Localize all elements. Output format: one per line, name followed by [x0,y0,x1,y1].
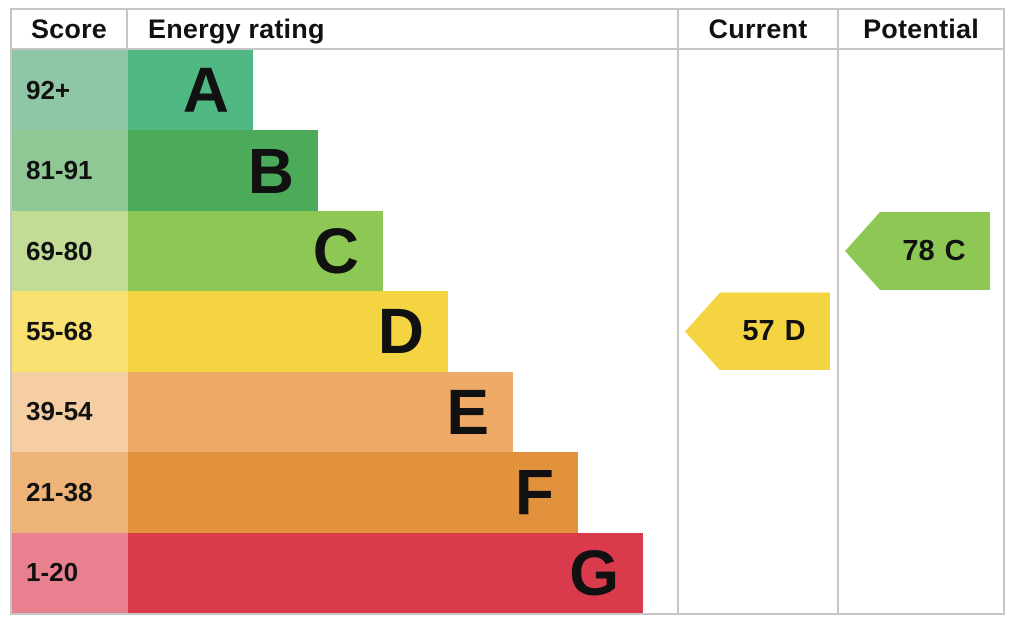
band-row-a: 92+ A [12,50,1003,131]
current-cell [677,130,837,211]
energy-rating-cell: B [128,130,677,211]
score-range: 81-91 [12,130,128,211]
header-potential: Potential [837,10,1003,48]
epc-table: Score Energy rating Current Potential 92… [10,8,1005,615]
rating-bar-f: F [128,452,578,533]
current-cell [677,452,837,533]
band-row-d: 55-68 D 57 D [12,291,1003,372]
energy-rating-cell: F [128,452,677,533]
current-cell [677,532,837,613]
energy-rating-cell: D [128,291,677,372]
band-row-e: 39-54 E [12,371,1003,453]
score-range: 69-80 [12,210,128,292]
rating-bar-a: A [128,50,253,131]
energy-rating-cell: E [128,371,677,453]
energy-rating-cell: G [128,532,677,613]
potential-cell [837,371,1003,453]
current-rating-letter: D [784,314,806,347]
rating-bar-b: B [128,130,318,211]
potential-cell [837,50,1003,131]
potential-cell [837,452,1003,533]
band-row-c: 69-80 C 78 C [12,210,1003,292]
rating-bar-c: C [128,210,383,292]
potential-rating-value: 78 [902,234,935,267]
rating-bar-e: E [128,371,513,453]
current-cell [677,50,837,131]
rating-bar-g: G [128,532,643,613]
band-row-f: 21-38 F [12,452,1003,533]
potential-rating-arrow: 78 C [845,212,990,291]
rating-bar-d: D [128,291,448,372]
energy-rating-cell: C [128,210,677,292]
potential-cell [837,291,1003,372]
header-score: Score [12,10,128,48]
score-range: 1-20 [12,532,128,613]
current-cell: 57 D [677,291,837,372]
header-current: Current [677,10,837,48]
band-row-g: 1-20 G [12,532,1003,613]
current-cell [677,210,837,292]
score-range: 92+ [12,50,128,131]
header-energy-rating: Energy rating [148,13,325,44]
band-row-b: 81-91 B [12,130,1003,211]
header-row: Score Energy rating Current Potential [12,10,1003,50]
potential-cell: 78 C [837,210,1003,292]
potential-cell [837,130,1003,211]
potential-rating-letter: C [944,234,966,267]
score-range: 55-68 [12,291,128,372]
current-cell [677,371,837,453]
energy-rating-cell: A [128,50,677,131]
potential-cell [837,532,1003,613]
current-rating-arrow: 57 D [685,292,830,371]
score-range: 39-54 [12,371,128,453]
current-rating-value: 57 [742,314,775,347]
score-range: 21-38 [12,452,128,533]
